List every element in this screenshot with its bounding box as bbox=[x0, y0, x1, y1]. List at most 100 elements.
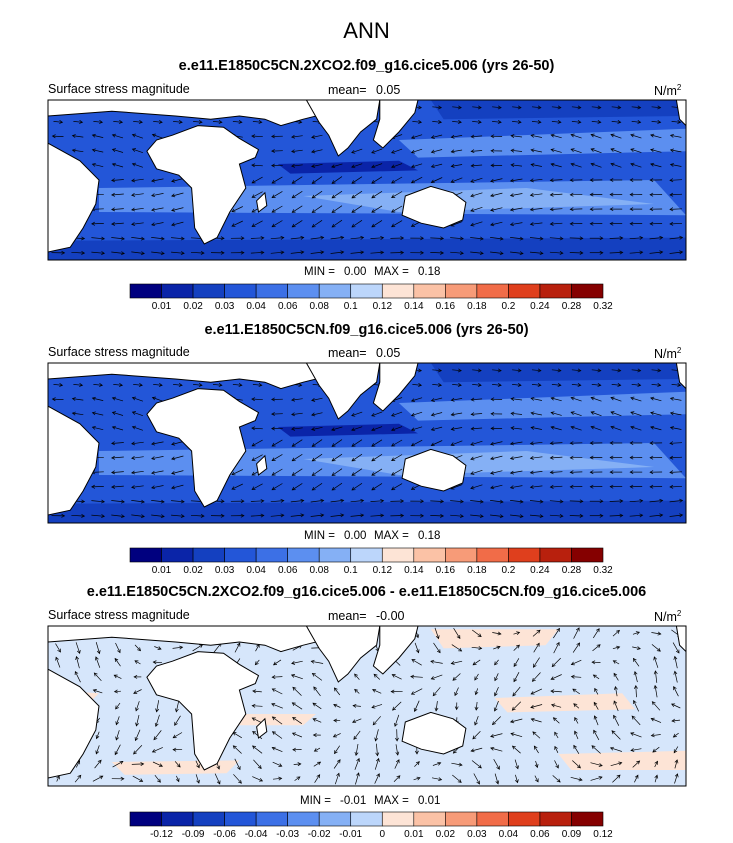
vector-head bbox=[490, 456, 495, 461]
stress-vector bbox=[131, 251, 145, 254]
stress-vector bbox=[549, 514, 563, 517]
colorbar-swatch bbox=[413, 283, 446, 299]
stress-vector bbox=[671, 121, 681, 123]
vector-head bbox=[418, 368, 423, 373]
stress-vector bbox=[670, 134, 682, 138]
vector-head bbox=[251, 457, 256, 461]
map-panel-3 bbox=[47, 625, 687, 787]
stress-vector bbox=[312, 190, 323, 199]
colorbar-tick-label: 0.12 bbox=[593, 829, 613, 840]
vector-head bbox=[380, 498, 385, 503]
stress-vector bbox=[472, 121, 482, 123]
vector-head bbox=[396, 775, 401, 780]
land-madagascar bbox=[256, 191, 268, 213]
colorbar-swatch bbox=[287, 547, 320, 563]
vector-head bbox=[410, 179, 415, 184]
stress-vector bbox=[593, 702, 599, 710]
vector-head bbox=[340, 250, 345, 255]
stress-vector bbox=[272, 747, 283, 753]
stress-vector bbox=[674, 671, 678, 683]
stress-vector bbox=[272, 676, 283, 678]
colorbar-swatch bbox=[129, 283, 162, 299]
stress-vector bbox=[252, 705, 263, 707]
stress-vector bbox=[270, 251, 284, 254]
vector-head bbox=[71, 148, 76, 153]
stress-vector bbox=[151, 485, 164, 489]
stress-vector bbox=[354, 758, 360, 770]
vector-head bbox=[440, 250, 445, 255]
vector-head bbox=[474, 706, 479, 711]
vector-head bbox=[134, 737, 139, 742]
vector-head bbox=[113, 689, 118, 694]
stress-vector bbox=[649, 251, 663, 254]
stress-vector bbox=[251, 220, 263, 227]
vector-head bbox=[300, 513, 305, 518]
stress-vector bbox=[92, 412, 104, 416]
vector-head bbox=[391, 179, 396, 184]
stress-vector bbox=[414, 700, 420, 712]
stress-vector bbox=[271, 483, 283, 490]
vector-head bbox=[360, 250, 365, 255]
stress-vector bbox=[291, 135, 303, 138]
vector-head bbox=[271, 457, 276, 461]
stress-vector bbox=[134, 644, 141, 651]
stress-vector bbox=[171, 237, 185, 240]
stress-vector bbox=[610, 426, 622, 431]
land-americasR bbox=[675, 626, 686, 653]
vector-head bbox=[457, 383, 462, 387]
stress-vector bbox=[111, 456, 124, 459]
stress-vector bbox=[650, 426, 662, 431]
vector-head bbox=[459, 499, 464, 504]
stress-vector bbox=[171, 178, 184, 182]
stress-vector bbox=[74, 775, 82, 783]
vector-head bbox=[511, 745, 516, 750]
vector-head bbox=[291, 149, 296, 154]
vector-head bbox=[450, 412, 455, 417]
vector-head bbox=[594, 687, 598, 692]
stress-vector bbox=[594, 715, 599, 726]
vector-head bbox=[454, 691, 458, 697]
vector-head bbox=[372, 688, 377, 693]
vector-head bbox=[331, 427, 336, 432]
vector-head bbox=[311, 135, 316, 139]
vector-head bbox=[477, 383, 482, 387]
vector-head bbox=[490, 134, 495, 139]
stress-vector bbox=[529, 251, 543, 254]
vector-head bbox=[574, 730, 578, 735]
vector-head bbox=[131, 411, 136, 415]
vector-head bbox=[371, 427, 376, 432]
vector-head bbox=[494, 692, 498, 697]
stress-vector bbox=[573, 745, 580, 754]
vector-head bbox=[598, 763, 603, 767]
stress-vector bbox=[312, 673, 323, 681]
stress-vector bbox=[669, 442, 683, 444]
stress-vector bbox=[431, 426, 443, 431]
stress-vector bbox=[549, 251, 563, 254]
stress-vector bbox=[291, 412, 303, 415]
vector-head bbox=[675, 649, 680, 654]
vector-head bbox=[549, 178, 554, 183]
stress-vector bbox=[412, 121, 422, 123]
stress-vector bbox=[651, 632, 661, 635]
stress-vector bbox=[671, 703, 681, 709]
vector-head bbox=[497, 368, 502, 373]
stress-vector bbox=[232, 121, 242, 123]
vector-head bbox=[331, 164, 336, 169]
vector-head bbox=[631, 715, 636, 720]
vector-head bbox=[395, 751, 400, 756]
vector-head bbox=[394, 722, 398, 727]
colorbar-tick-label: 0.1 bbox=[344, 565, 358, 576]
vector-head bbox=[569, 455, 574, 460]
stress-vector bbox=[574, 717, 579, 724]
stress-vector bbox=[251, 164, 263, 167]
vector-head bbox=[410, 412, 416, 417]
stress-vector bbox=[353, 730, 361, 740]
vector-head bbox=[671, 703, 676, 708]
vector-head bbox=[271, 688, 276, 692]
vector-head bbox=[113, 674, 118, 679]
vector-head bbox=[549, 221, 554, 226]
stress-vector bbox=[133, 745, 143, 755]
vector-head bbox=[251, 426, 256, 431]
vector-head bbox=[669, 426, 675, 430]
vector-head bbox=[530, 426, 535, 430]
